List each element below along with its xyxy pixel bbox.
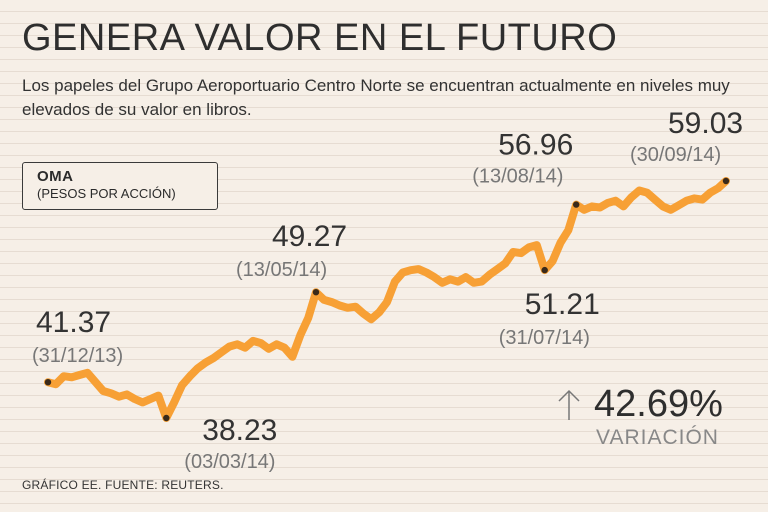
data-label-value: 49.27 xyxy=(272,220,347,253)
data-point-marker xyxy=(573,201,580,208)
variation-value: 42.69% xyxy=(594,383,723,425)
chart-title: GENERA VALOR EN EL FUTURO xyxy=(22,17,618,59)
data-label-value: 38.23 xyxy=(202,414,277,447)
data-label-date: (31/12/13) xyxy=(32,345,123,367)
series-legend-box: OMA (PESOS POR ACCIÓN) xyxy=(22,162,218,210)
data-point-marker xyxy=(44,379,52,386)
data-label-value: 56.96 xyxy=(498,129,573,162)
source-footer: GRÁFICO EE. FUENTE: REUTERS. xyxy=(22,478,224,492)
data-label-date: (03/03/14) xyxy=(184,451,275,473)
label-layer: 41.37 (31/12/13) 38.23 (03/03/14) 49.27 (13/0… xyxy=(32,107,743,473)
series-line-oma xyxy=(44,177,730,422)
data-label-date: (13/08/14) xyxy=(472,166,563,188)
data-point-marker xyxy=(541,266,548,274)
variation-label: VARIACIÓN xyxy=(596,426,719,449)
data-label-value: 51.21 xyxy=(525,288,600,321)
data-label-date: (31/07/14) xyxy=(499,327,590,349)
legend-unit-label: (PESOS POR ACCIÓN) xyxy=(37,186,176,201)
data-point-marker xyxy=(163,414,170,422)
data-point-marker xyxy=(722,177,730,185)
legend-series-name: OMA xyxy=(37,168,74,185)
chart-subtitle: Los papeles del Grupo Aeroportuario Cent… xyxy=(22,76,730,119)
marker-layer xyxy=(44,177,730,422)
series-layer xyxy=(44,177,730,422)
arrow-up-icon xyxy=(558,389,580,420)
data-label-date: (30/09/14) xyxy=(630,144,721,166)
data-label-date: (13/05/14) xyxy=(236,259,327,281)
data-label-value: 59.03 xyxy=(668,107,743,140)
data-label-value: 41.37 xyxy=(36,306,111,339)
data-point-marker xyxy=(312,289,320,296)
